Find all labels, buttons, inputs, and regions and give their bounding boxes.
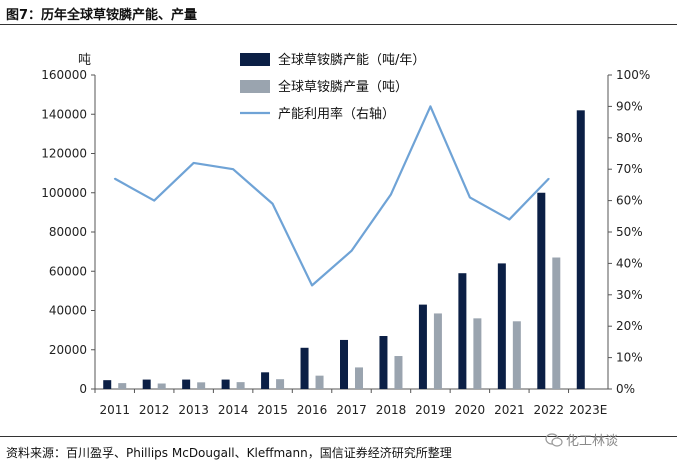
x-tick-label: 2013	[178, 403, 209, 417]
left-tick-label: 20000	[49, 343, 87, 357]
left-tick-label: 120000	[41, 147, 87, 161]
utilization-point	[192, 162, 195, 164]
capacity-bar	[497, 263, 506, 389]
capacity-bar	[418, 304, 427, 389]
utilization-series-line	[114, 105, 550, 287]
utilization-point	[508, 218, 511, 221]
legend-label-capacity: 全球草铵膦产能（吨/年）	[278, 52, 425, 68]
x-tick-label: 2019	[415, 403, 446, 417]
x-tick-label: 2022	[534, 403, 565, 417]
utilization-point	[350, 250, 353, 252]
production-bar	[236, 382, 245, 389]
right-tick-label: 20%	[616, 319, 643, 333]
left-axis-unit: 吨	[78, 53, 91, 68]
capacity-bar	[379, 336, 388, 389]
source-note: 资料来源：百川盈孚、Phillips McDougall、Kleffmann，国…	[6, 446, 452, 460]
title-divider	[0, 24, 677, 25]
legend-label-production: 全球草铵膦产量（吨）	[278, 79, 408, 95]
left-tick-label: 60000	[49, 264, 87, 278]
x-tick-label: 2023E	[569, 403, 607, 417]
x-tick-label: 2014	[218, 403, 249, 417]
production-bar	[552, 257, 561, 389]
utilization-point	[232, 168, 234, 170]
axes: 0 20000 40000 60000 80000 100000 120000 140000 1…	[41, 53, 650, 417]
production-bar	[118, 383, 127, 389]
legend-swatch-production	[240, 80, 270, 93]
right-tick-label: 80%	[616, 131, 643, 145]
utilization-point	[271, 202, 274, 205]
x-tick-label: 2021	[494, 403, 525, 417]
production-bar	[355, 367, 363, 389]
right-tick-label: 50%	[616, 225, 643, 239]
right-tick-label: 40%	[616, 256, 643, 270]
right-tick-label: 100%	[616, 68, 650, 82]
left-tick-label: 100000	[41, 186, 87, 200]
utilization-point	[311, 284, 313, 287]
production-bar	[394, 356, 403, 389]
utilization-point	[390, 193, 392, 196]
watermark: 化工林谈	[566, 434, 619, 449]
production-bar	[276, 379, 285, 389]
capacity-bar	[182, 379, 191, 389]
capacity-bar	[103, 380, 112, 389]
x-tick-label: 2011	[99, 403, 130, 417]
capacity-bar	[576, 110, 585, 389]
capacity-bar	[340, 339, 348, 389]
right-tick-label: 0%	[616, 382, 635, 396]
right-tick-label: 70%	[616, 162, 643, 176]
capacity-bar	[261, 372, 270, 389]
left-tick-label: 140000	[41, 107, 87, 121]
figure-title: 图7：历年全球草铵膦产能、产量	[6, 8, 198, 23]
production-bar	[315, 375, 324, 389]
production-bar	[157, 383, 166, 389]
production-bar	[473, 318, 482, 389]
footer-divider	[0, 436, 677, 437]
left-tick-label: 80000	[49, 225, 87, 239]
x-tick-label: 2015	[257, 403, 288, 417]
utilization-line	[113, 105, 550, 287]
utilization-point	[548, 177, 550, 180]
production-bar	[197, 382, 206, 389]
capacity-bar	[142, 379, 151, 389]
utilization-point	[113, 177, 116, 180]
capacity-bar	[300, 347, 309, 389]
capacity-bar	[221, 379, 230, 389]
right-tick-label: 90%	[616, 99, 643, 113]
right-tick-label: 10%	[616, 351, 643, 365]
x-tick-label: 2012	[139, 403, 170, 417]
right-tick-label: 30%	[616, 288, 643, 302]
right-tick-label: 60%	[616, 194, 643, 208]
utilization-point	[153, 199, 155, 202]
left-tick-label: 40000	[49, 304, 87, 318]
production-bar	[433, 313, 442, 389]
x-tick-label: 2017	[336, 403, 367, 417]
wechat-icon	[545, 433, 563, 447]
legend-label-utilization: 产能利用率（右轴）	[278, 106, 395, 122]
left-tick-label: 0	[79, 382, 87, 396]
legend-swatch-capacity	[240, 53, 270, 66]
bars	[103, 110, 585, 389]
x-tick-label: 2016	[297, 403, 328, 417]
x-tick-label: 2018	[376, 403, 407, 417]
utilization-point	[429, 105, 432, 108]
capacity-bar	[458, 273, 467, 389]
chart: 0 20000 40000 60000 80000 100000 120000 140000 1…	[41, 52, 650, 417]
utilization-point	[469, 196, 471, 199]
legend: 全球草铵膦产能（吨/年） 全球草铵膦产量（吨） 产能利用率（右轴）	[240, 52, 425, 122]
left-tick-label: 160000	[41, 68, 87, 82]
production-bar	[512, 321, 521, 389]
capacity-bar	[537, 192, 546, 389]
x-tick-label: 2020	[455, 403, 486, 417]
